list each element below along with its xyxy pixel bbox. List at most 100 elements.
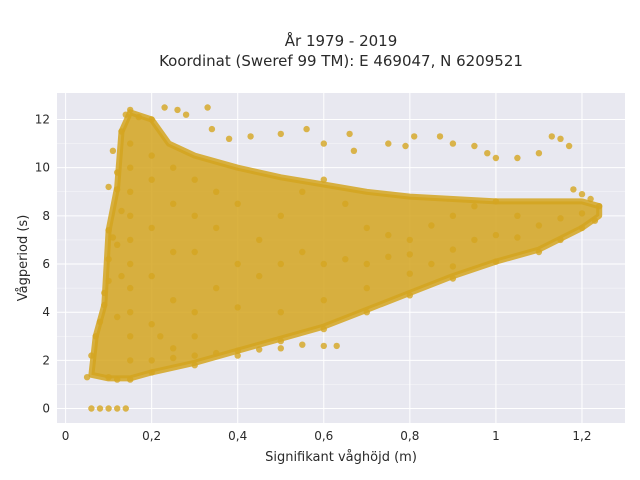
data-point-0-47 bbox=[565, 142, 573, 150]
x-axis-label: Signifikant våghöjd (m) bbox=[265, 450, 417, 465]
data-point-0-81 bbox=[234, 260, 241, 268]
data-point-0-133 bbox=[535, 222, 543, 229]
data-point-0-25 bbox=[182, 111, 190, 118]
data-point-0-56 bbox=[492, 258, 500, 265]
data-point-0-66 bbox=[114, 376, 121, 383]
data-point-0-26 bbox=[204, 104, 211, 111]
data-point-0-36 bbox=[402, 142, 409, 150]
data-point-0-113 bbox=[170, 164, 177, 171]
data-point-0-103 bbox=[127, 164, 134, 171]
data-point-0-61 bbox=[277, 337, 284, 345]
data-point-0-112 bbox=[170, 200, 177, 207]
data-point-0-48 bbox=[570, 186, 577, 193]
x-tick-label-4: 0,8 bbox=[400, 429, 419, 443]
data-point-0-77 bbox=[148, 357, 155, 364]
data-point-0-78 bbox=[157, 333, 164, 340]
data-point-0-139 bbox=[406, 270, 413, 277]
data-point-0-104 bbox=[127, 140, 134, 147]
data-point-0-123 bbox=[320, 260, 327, 268]
data-point-0-98 bbox=[127, 284, 134, 292]
data-point-0-33 bbox=[346, 130, 353, 138]
data-point-0-8 bbox=[96, 318, 104, 325]
data-point-0-80 bbox=[213, 284, 220, 292]
x-tick-label-1: 0,2 bbox=[142, 429, 161, 443]
data-point-0-14 bbox=[105, 227, 112, 234]
data-point-0-97 bbox=[127, 309, 134, 316]
data-point-0-94 bbox=[514, 212, 521, 219]
data-point-0-111 bbox=[170, 248, 177, 256]
y-tick-label-2: 4 bbox=[42, 305, 50, 319]
data-point-0-5 bbox=[83, 374, 91, 381]
data-point-0-58 bbox=[406, 292, 413, 299]
data-point-0-93 bbox=[492, 198, 500, 205]
data-point-0-63 bbox=[191, 362, 198, 369]
data-point-0-55 bbox=[535, 248, 543, 256]
data-point-0-129 bbox=[449, 246, 457, 253]
data-point-0-96 bbox=[127, 333, 134, 340]
data-point-0-70 bbox=[333, 342, 340, 350]
data-point-0-39 bbox=[449, 140, 457, 147]
chart-title: År 1979 - 2019 bbox=[285, 31, 398, 50]
data-point-0-49 bbox=[578, 191, 586, 198]
data-point-0-13 bbox=[109, 234, 117, 241]
data-point-0-30 bbox=[277, 130, 284, 138]
data-point-0-53 bbox=[578, 224, 586, 232]
data-point-0-147 bbox=[118, 207, 125, 215]
data-point-0-144 bbox=[114, 313, 121, 321]
data-point-0-138 bbox=[363, 284, 370, 292]
data-point-0-83 bbox=[277, 212, 284, 219]
data-points bbox=[83, 104, 603, 412]
data-point-0-12 bbox=[105, 256, 112, 263]
y-tick-label-0: 0 bbox=[42, 402, 50, 416]
data-point-0-107 bbox=[148, 224, 155, 232]
chart-subtitle: Koordinat (Sweref 99 TM): E 469047, N 62… bbox=[159, 52, 523, 70]
data-point-0-118 bbox=[213, 188, 220, 195]
data-point-0-0 bbox=[88, 405, 95, 412]
data-point-0-62 bbox=[234, 352, 241, 359]
data-point-0-100 bbox=[127, 236, 134, 244]
data-point-0-117 bbox=[213, 224, 220, 232]
y-tick-label-4: 8 bbox=[42, 209, 50, 223]
data-point-0-51 bbox=[596, 203, 603, 210]
data-point-0-7 bbox=[92, 333, 99, 340]
data-point-0-45 bbox=[548, 133, 555, 140]
data-point-0-120 bbox=[256, 272, 263, 280]
data-point-0-105 bbox=[148, 321, 155, 328]
data-point-0-27 bbox=[208, 125, 216, 133]
y-axis-label: Vågperiod (s) bbox=[16, 215, 31, 302]
x-tick-label-3: 0,6 bbox=[314, 429, 333, 443]
data-point-0-109 bbox=[148, 152, 155, 159]
data-point-0-17 bbox=[109, 147, 117, 154]
data-point-0-124 bbox=[342, 256, 349, 263]
data-point-0-128 bbox=[428, 260, 435, 268]
data-point-0-125 bbox=[363, 260, 370, 268]
data-point-0-64 bbox=[148, 369, 155, 376]
data-point-0-132 bbox=[514, 234, 521, 241]
data-point-0-141 bbox=[234, 304, 241, 311]
data-point-0-6 bbox=[88, 352, 95, 359]
data-point-0-88 bbox=[385, 231, 392, 239]
x-tick-label-2: 0,4 bbox=[228, 429, 247, 443]
data-point-0-10 bbox=[101, 289, 108, 297]
data-point-0-140 bbox=[449, 263, 457, 270]
data-point-0-37 bbox=[411, 133, 418, 140]
data-point-0-42 bbox=[492, 154, 500, 162]
x-tick-label-0: 0 bbox=[62, 429, 70, 443]
data-point-0-68 bbox=[299, 341, 306, 348]
data-point-0-148 bbox=[114, 169, 121, 176]
data-point-0-89 bbox=[406, 236, 413, 244]
data-point-0-102 bbox=[127, 188, 134, 195]
data-point-0-1 bbox=[96, 405, 104, 412]
data-point-0-82 bbox=[256, 236, 263, 244]
data-point-0-145 bbox=[118, 272, 125, 280]
data-point-0-32 bbox=[320, 140, 327, 147]
data-point-0-28 bbox=[225, 135, 233, 142]
data-point-0-44 bbox=[535, 150, 543, 157]
data-point-0-40 bbox=[471, 142, 478, 150]
data-point-0-119 bbox=[234, 200, 241, 207]
y-tick-label-5: 10 bbox=[35, 161, 50, 175]
data-point-0-79 bbox=[191, 309, 198, 316]
data-point-0-146 bbox=[114, 241, 121, 248]
x-tick-labels: 0 0,2 0,4 0,6 0,8 1 1,2 bbox=[62, 429, 592, 443]
data-point-0-115 bbox=[191, 212, 198, 219]
